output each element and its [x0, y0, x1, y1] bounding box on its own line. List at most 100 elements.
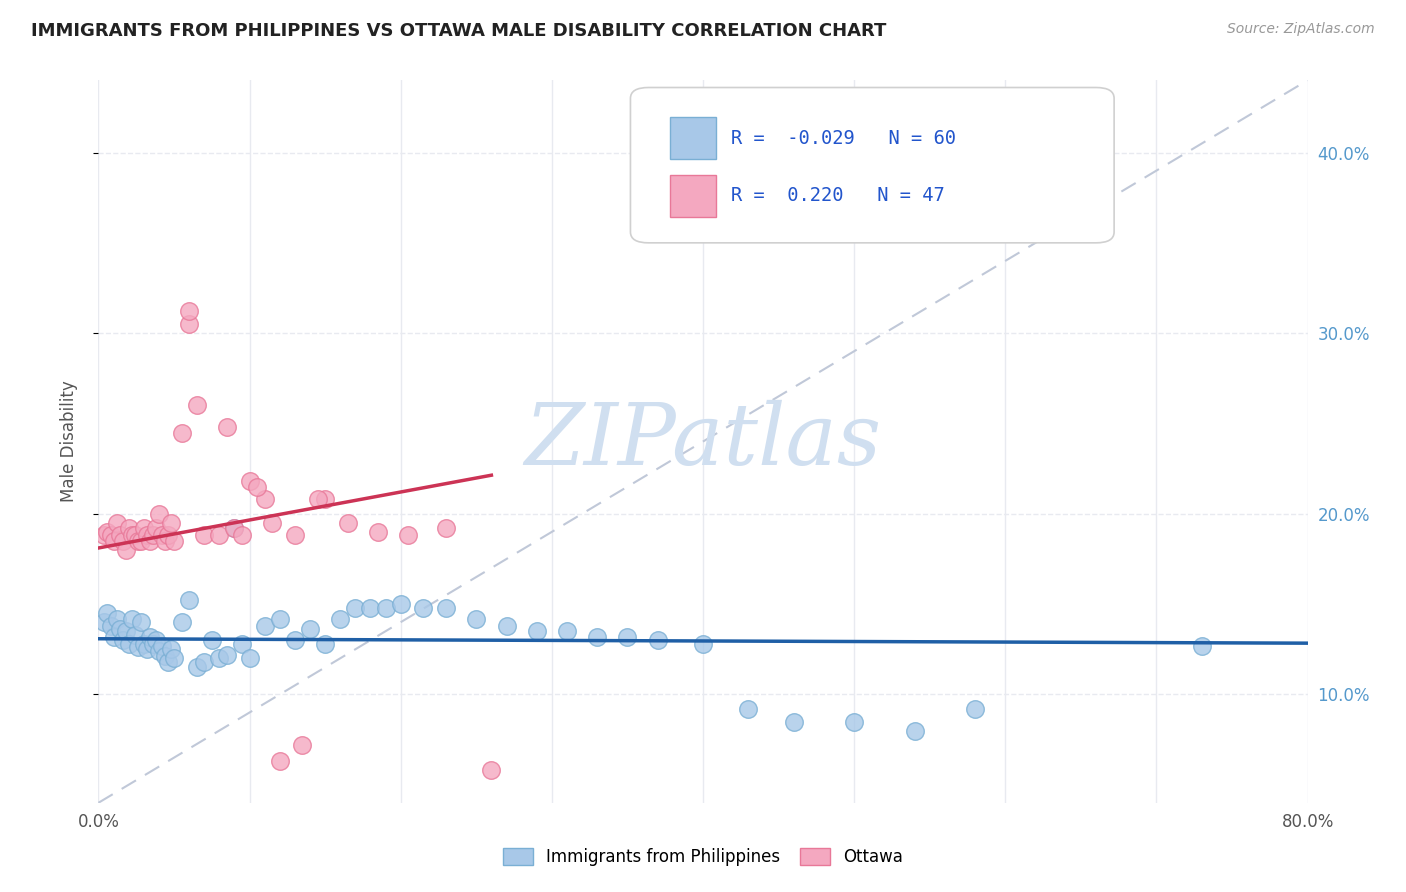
- Point: [208, 528, 231, 542]
- Point: [269, 611, 291, 625]
- Text: R =  -0.029   N = 60: R = -0.029 N = 60: [731, 128, 956, 147]
- Point: [150, 639, 173, 653]
- Point: [367, 524, 389, 539]
- Point: [156, 528, 179, 542]
- Point: [193, 655, 215, 669]
- Point: [139, 630, 162, 644]
- Point: [239, 475, 262, 489]
- Point: [465, 611, 488, 625]
- Point: [93, 615, 115, 630]
- Point: [193, 528, 215, 542]
- Point: [160, 642, 183, 657]
- Legend: Immigrants from Philippines, Ottawa: Immigrants from Philippines, Ottawa: [495, 840, 911, 875]
- Point: [208, 651, 231, 665]
- Point: [314, 637, 336, 651]
- Point: [904, 723, 927, 738]
- Point: [647, 633, 669, 648]
- Text: ZIPatlas: ZIPatlas: [524, 401, 882, 483]
- Point: [129, 615, 152, 630]
- Point: [121, 528, 143, 542]
- Point: [284, 633, 307, 648]
- Point: [307, 492, 329, 507]
- Point: [692, 637, 714, 651]
- Point: [1191, 639, 1213, 653]
- Point: [96, 524, 118, 539]
- Point: [179, 317, 201, 331]
- Point: [93, 528, 115, 542]
- Point: [127, 640, 149, 655]
- Point: [344, 600, 367, 615]
- Point: [135, 642, 157, 657]
- Point: [127, 533, 149, 548]
- Y-axis label: Male Disability: Male Disability: [59, 381, 77, 502]
- Point: [336, 516, 359, 530]
- Point: [124, 628, 146, 642]
- Point: [434, 600, 457, 615]
- Point: [179, 304, 201, 318]
- Point: [253, 492, 276, 507]
- Point: [160, 516, 183, 530]
- Point: [145, 521, 167, 535]
- Text: R =  0.220   N = 47: R = 0.220 N = 47: [731, 186, 945, 205]
- Point: [103, 630, 125, 644]
- Point: [132, 521, 155, 535]
- Point: [224, 521, 246, 535]
- Point: [481, 764, 503, 778]
- Point: [135, 528, 157, 542]
- Point: [129, 533, 152, 548]
- Point: [231, 528, 253, 542]
- Point: [170, 425, 193, 440]
- Point: [108, 623, 131, 637]
- Point: [132, 637, 155, 651]
- Point: [231, 637, 253, 651]
- Point: [124, 528, 146, 542]
- Point: [150, 528, 173, 542]
- Point: [170, 615, 193, 630]
- Point: [374, 600, 396, 615]
- Point: [360, 600, 382, 615]
- Point: [291, 738, 314, 752]
- Point: [965, 702, 987, 716]
- Point: [148, 507, 170, 521]
- Point: [114, 542, 136, 557]
- Point: [269, 754, 291, 768]
- Point: [105, 516, 128, 530]
- Point: [96, 606, 118, 620]
- Point: [100, 528, 122, 542]
- Point: [434, 521, 457, 535]
- Point: [412, 600, 434, 615]
- FancyBboxPatch shape: [671, 117, 716, 159]
- Point: [329, 611, 352, 625]
- Point: [246, 480, 269, 494]
- FancyBboxPatch shape: [630, 87, 1114, 243]
- Point: [844, 714, 866, 729]
- Point: [396, 528, 419, 542]
- Point: [105, 611, 128, 625]
- Point: [555, 624, 578, 639]
- Point: [148, 644, 170, 658]
- Point: [253, 619, 276, 633]
- Point: [239, 651, 262, 665]
- Point: [186, 660, 208, 674]
- Text: IMMIGRANTS FROM PHILIPPINES VS OTTAWA MALE DISABILITY CORRELATION CHART: IMMIGRANTS FROM PHILIPPINES VS OTTAWA MA…: [31, 22, 886, 40]
- Point: [111, 533, 134, 548]
- Point: [121, 611, 143, 625]
- Point: [114, 624, 136, 639]
- Point: [201, 633, 224, 648]
- Point: [118, 521, 141, 535]
- Point: [224, 521, 246, 535]
- Point: [153, 533, 176, 548]
- Point: [314, 492, 336, 507]
- Point: [156, 655, 179, 669]
- Point: [215, 420, 238, 434]
- Point: [616, 630, 638, 644]
- Point: [186, 398, 208, 412]
- Point: [145, 633, 167, 648]
- FancyBboxPatch shape: [671, 175, 716, 217]
- Point: [389, 597, 412, 611]
- Point: [139, 533, 162, 548]
- Text: Source: ZipAtlas.com: Source: ZipAtlas.com: [1227, 22, 1375, 37]
- Point: [737, 702, 759, 716]
- Point: [495, 619, 517, 633]
- Point: [142, 528, 165, 542]
